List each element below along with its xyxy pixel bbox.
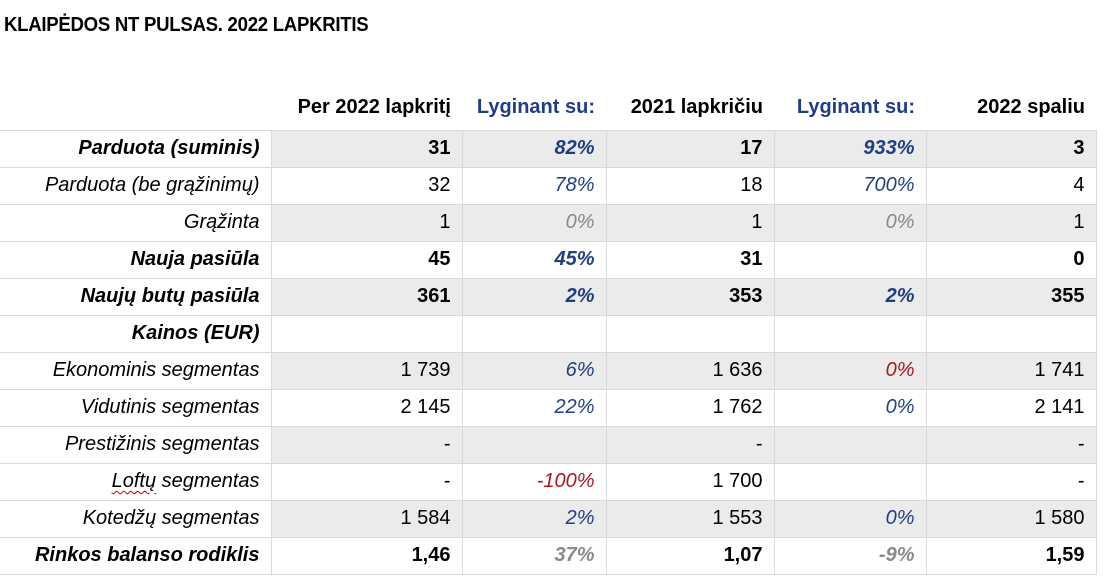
value-previous-month: 1 xyxy=(925,203,1097,242)
row-label: Naujų butų pasiūla xyxy=(0,277,271,316)
pct-vs-previous-month: 2% xyxy=(773,277,927,316)
pct-vs-last-year: 78% xyxy=(461,166,607,205)
value-last-year: 1 xyxy=(605,203,775,242)
pct-vs-previous-month: -9% xyxy=(773,536,927,575)
header-last-year: 2021 lapkričiu xyxy=(630,96,763,119)
pct-vs-previous-month: 0% xyxy=(773,203,927,242)
value-previous-month: 0 xyxy=(925,240,1097,279)
value-current: - xyxy=(270,425,463,464)
row-label: Kainos (EUR) xyxy=(0,314,271,353)
pct-vs-last-year: 37% xyxy=(461,536,607,575)
value-current: 31 xyxy=(270,129,463,168)
value-current: 1 584 xyxy=(270,499,463,538)
table-row: Rinkos balanso rodiklis 1,46 37% 1,07 -9… xyxy=(0,536,1097,575)
pct-vs-last-year: 45% xyxy=(461,240,607,279)
table-row: Kainos (EUR) xyxy=(0,314,1097,353)
pct-vs-last-year: -100% xyxy=(461,462,607,501)
value-last-year: 353 xyxy=(605,277,775,316)
pct-vs-last-year: 6% xyxy=(461,351,607,390)
row-label: Vidutinis segmentas xyxy=(0,388,271,427)
table-row: Grąžinta 1 0% 1 0% 1 xyxy=(0,203,1097,242)
pct-vs-previous-month: 0% xyxy=(773,351,927,390)
row-label: Loftų segmentas xyxy=(0,462,271,501)
value-last-year: 1 700 xyxy=(605,462,775,501)
pct-vs-previous-month xyxy=(773,462,927,501)
value-last-year: 17 xyxy=(605,129,775,168)
value-last-year: 31 xyxy=(605,240,775,279)
value-previous-month: - xyxy=(925,425,1097,464)
row-label: Nauja pasiūla xyxy=(0,240,271,279)
value-current: 1 xyxy=(270,203,463,242)
value-current: 45 xyxy=(270,240,463,279)
header-empty-cell xyxy=(0,86,271,130)
value-previous-month xyxy=(925,314,1097,353)
value-last-year: 1 762 xyxy=(605,388,775,427)
pct-vs-previous-month xyxy=(773,314,927,353)
pct-vs-last-year: 2% xyxy=(461,499,607,538)
table-row: Ekonominis segmentas 1 739 6% 1 636 0% 1… xyxy=(0,351,1097,390)
value-previous-month: - xyxy=(925,462,1097,501)
table-row: Vidutinis segmentas 2 145 22% 1 762 0% 2… xyxy=(0,388,1097,427)
pct-vs-last-year xyxy=(461,314,607,353)
value-last-year: 1 636 xyxy=(605,351,775,390)
pct-vs-last-year: 0% xyxy=(461,203,607,242)
row-label: Rinkos balanso rodiklis xyxy=(0,536,271,575)
value-last-year: 1 553 xyxy=(605,499,775,538)
table-row: Nauja pasiūla 45 45% 31 0 xyxy=(0,240,1097,279)
pulse-table: Per 2022 lapkritį Lyginant su: 2021 lapk… xyxy=(0,86,1097,575)
header-compare-1: Lyginant su: xyxy=(476,96,595,119)
pct-vs-previous-month: 933% xyxy=(773,129,927,168)
page-title: KLAIPĖDOS NT PULSAS. 2022 LAPKRITIS xyxy=(4,14,369,36)
row-label: Ekonominis segmentas xyxy=(0,351,271,390)
value-previous-month: 355 xyxy=(925,277,1097,316)
spellcheck-word: Loftų xyxy=(111,470,157,492)
pct-vs-last-year: 22% xyxy=(461,388,607,427)
value-previous-month: 2 141 xyxy=(925,388,1097,427)
row-label: Grąžinta xyxy=(0,203,271,242)
table-row: Parduota (be grąžinimų) 32 78% 18 700% 4 xyxy=(0,166,1097,205)
pct-vs-previous-month: 0% xyxy=(773,499,927,538)
value-current: 1 739 xyxy=(270,351,463,390)
row-label-rest: segmentas xyxy=(156,470,260,492)
row-label: Kotedžų segmentas xyxy=(0,499,271,538)
row-label: Prestižinis segmentas xyxy=(0,425,271,464)
pct-vs-previous-month: 700% xyxy=(773,166,927,205)
table-header-row: Per 2022 lapkritį Lyginant su: 2021 lapk… xyxy=(0,86,1096,130)
value-previous-month: 1 580 xyxy=(925,499,1097,538)
value-previous-month: 3 xyxy=(925,129,1097,168)
header-compare-2: Lyginant su: xyxy=(796,96,915,119)
pct-vs-previous-month xyxy=(773,425,927,464)
value-last-year xyxy=(605,314,775,353)
table-row: Kotedžų segmentas 1 584 2% 1 553 0% 1 58… xyxy=(0,499,1097,538)
table-row: Naujų butų pasiūla 361 2% 353 2% 355 xyxy=(0,277,1097,316)
value-current: 1,46 xyxy=(270,536,463,575)
row-label: Parduota (suminis) xyxy=(0,129,271,168)
value-current: 361 xyxy=(270,277,463,316)
table-row: Parduota (suminis) 31 82% 17 933% 3 xyxy=(0,129,1097,168)
value-previous-month: 1,59 xyxy=(925,536,1097,575)
pct-vs-last-year: 2% xyxy=(461,277,607,316)
table-row: Prestižinis segmentas - - - xyxy=(0,425,1097,464)
value-current: - xyxy=(270,462,463,501)
value-current: 32 xyxy=(270,166,463,205)
row-label: Parduota (be grąžinimų) xyxy=(0,166,271,205)
header-current-month: Per 2022 lapkritį xyxy=(297,96,451,119)
pct-vs-last-year xyxy=(461,425,607,464)
value-current xyxy=(270,314,463,353)
pct-vs-previous-month xyxy=(773,240,927,279)
value-previous-month: 1 741 xyxy=(925,351,1097,390)
value-current: 2 145 xyxy=(270,388,463,427)
value-previous-month: 4 xyxy=(925,166,1097,205)
value-last-year: 1,07 xyxy=(605,536,775,575)
value-last-year: 18 xyxy=(605,166,775,205)
header-previous-month: 2022 spaliu xyxy=(977,96,1085,119)
pct-vs-previous-month: 0% xyxy=(773,388,927,427)
value-last-year: - xyxy=(605,425,775,464)
table-row: Loftų segmentas - -100% 1 700 - xyxy=(0,462,1097,501)
pct-vs-last-year: 82% xyxy=(461,129,607,168)
